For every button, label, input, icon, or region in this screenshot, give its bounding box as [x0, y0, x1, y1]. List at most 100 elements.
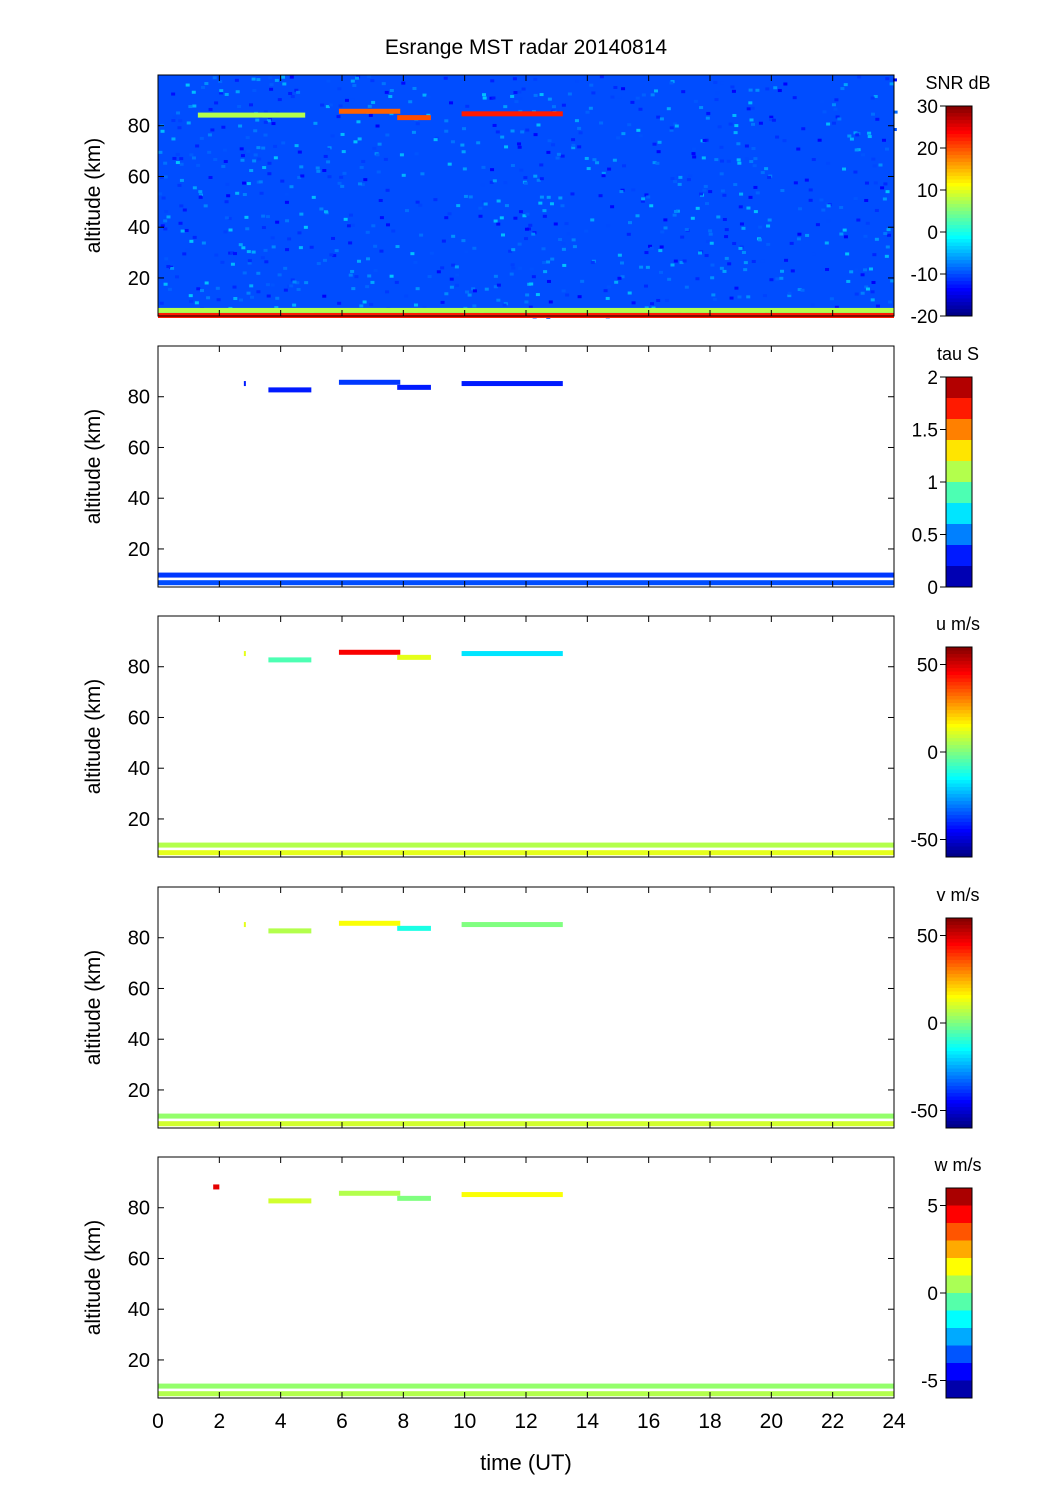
- colorbar-cell: [946, 1075, 972, 1080]
- y-tick-label: 40: [128, 1029, 150, 1051]
- noise-cell: [819, 198, 824, 202]
- noise-cell: [845, 252, 850, 256]
- colorbar-tick-label: 0: [927, 1284, 938, 1305]
- noise-cell: [476, 141, 481, 145]
- noise-cell: [555, 156, 560, 160]
- noise-cell: [631, 188, 636, 192]
- colorbar-cell: [946, 811, 972, 816]
- noise-cell: [163, 161, 168, 165]
- y-axis-label: altitude (km): [82, 679, 105, 795]
- noise-cell: [655, 161, 660, 165]
- y-axis-label: altitude (km): [82, 1220, 105, 1336]
- noise-cell: [738, 205, 743, 209]
- noise-cell: [196, 287, 201, 291]
- noise-cell: [811, 158, 816, 162]
- noise-cell: [415, 122, 420, 126]
- noise-cell: [659, 117, 664, 121]
- colorbar-cell: [946, 1058, 972, 1062]
- x-tick-label: 6: [336, 1410, 348, 1433]
- noise-cell: [886, 233, 891, 237]
- noise-cell: [289, 185, 294, 189]
- noise-cell: [649, 246, 654, 250]
- noise-cell: [533, 174, 538, 178]
- noise-cell: [746, 206, 751, 210]
- noise-cell: [682, 259, 687, 263]
- noise-cell: [253, 153, 258, 157]
- colorbar-cell: [946, 116, 972, 121]
- colorbar-cell: [946, 1009, 972, 1013]
- noise-cell: [873, 181, 878, 185]
- noise-cell: [715, 91, 720, 95]
- noise-cell: [775, 135, 780, 139]
- noise-cell: [547, 139, 552, 143]
- colorbar-cell: [946, 815, 972, 819]
- noise-cell: [787, 294, 792, 298]
- noise-cell: [350, 269, 355, 273]
- noise-cell: [643, 284, 648, 288]
- noise-cell: [878, 163, 883, 167]
- noise-cell: [263, 110, 268, 114]
- noise-cell: [280, 179, 285, 183]
- noise-cell: [175, 161, 180, 165]
- colorbar-cell: [946, 981, 972, 985]
- colorbar-label: u m/s: [936, 614, 980, 634]
- noise-cell: [853, 170, 858, 174]
- colorbar-cell: [946, 946, 972, 950]
- y-tick-label: 60: [128, 166, 150, 188]
- noise-cell: [834, 305, 839, 309]
- noise-cell: [808, 198, 813, 202]
- noise-cell: [292, 303, 297, 307]
- noise-cell: [223, 230, 228, 234]
- noise-cell: [539, 163, 544, 167]
- noise-cell: [415, 287, 420, 291]
- noise-cell: [711, 293, 716, 297]
- noise-cell: [394, 280, 399, 284]
- noise-cell: [746, 295, 751, 299]
- noise-cell: [543, 270, 548, 274]
- noise-cell: [533, 93, 538, 97]
- colorbar-label: w m/s: [934, 1155, 982, 1175]
- noise-cell: [595, 161, 600, 165]
- noise-cell: [670, 177, 675, 181]
- noise-cell: [218, 91, 223, 95]
- noise-cell: [751, 122, 756, 126]
- noise-cell: [760, 171, 765, 175]
- noise-cell: [227, 217, 232, 221]
- noise-cell: [338, 104, 343, 108]
- noise-cell: [769, 278, 774, 282]
- colorbar-cell: [946, 689, 972, 693]
- noise-cell: [192, 186, 197, 190]
- noise-cell: [713, 80, 718, 84]
- noise-cell: [375, 124, 380, 128]
- noise-cell: [362, 300, 367, 304]
- noise-cell: [447, 162, 452, 166]
- noise-cell: [245, 136, 250, 140]
- noise-cell: [177, 126, 182, 130]
- noise-cell: [478, 214, 483, 218]
- noise-cell: [178, 221, 183, 225]
- colorbar-cell: [946, 717, 972, 721]
- colorbar-cell: [946, 1040, 972, 1045]
- noise-cell: [309, 245, 314, 249]
- colorbar-cell: [946, 1019, 972, 1024]
- noise-cell: [810, 303, 815, 307]
- noise-cell: [242, 193, 247, 197]
- noise-cell: [542, 209, 547, 213]
- colorbar: v m/s 50 0 -50: [911, 885, 980, 1129]
- noise-cell: [513, 91, 518, 95]
- noise-cell: [207, 150, 212, 154]
- noise-cell: [536, 178, 541, 182]
- colorbar-cell: [946, 123, 972, 128]
- noise-cell: [729, 296, 734, 300]
- noise-cell: [163, 175, 168, 179]
- noise-cell: [447, 212, 452, 216]
- colorbar-cell: [946, 974, 972, 978]
- noise-cell: [639, 265, 644, 269]
- noise-cell: [404, 294, 409, 298]
- colorbar-tick-label: 1.5: [912, 421, 938, 442]
- colorbar-cell: [946, 1103, 972, 1108]
- echo-layer: [461, 111, 563, 117]
- y-tick-label: 80: [128, 657, 150, 679]
- noise-cell: [385, 188, 390, 192]
- colorbar-cell: [946, 288, 972, 292]
